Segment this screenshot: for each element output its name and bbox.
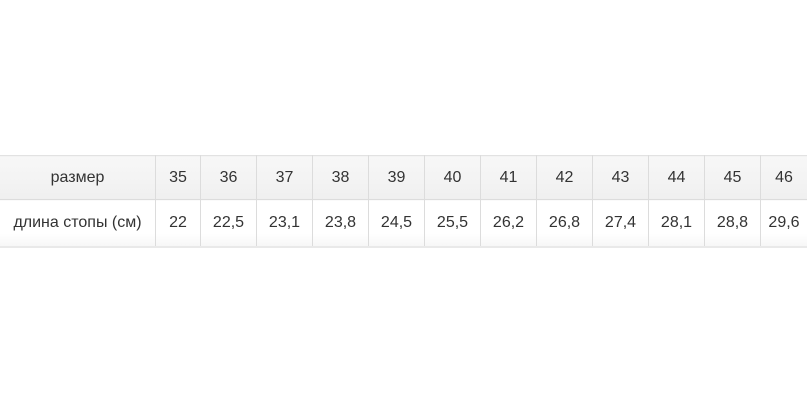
size-cell: 43 <box>592 155 649 200</box>
size-row: размер 35 36 37 38 39 40 41 42 43 44 45 46 <box>0 155 807 200</box>
shoe-size-table-body: размер 35 36 37 38 39 40 41 42 43 44 45 46 длина ст… <box>0 155 807 248</box>
foot-length-cell: 26,8 <box>536 199 593 248</box>
foot-length-cell: 27,4 <box>592 199 649 248</box>
size-cell: 37 <box>256 155 313 200</box>
size-cell: 40 <box>424 155 481 200</box>
size-cell: 35 <box>155 155 201 200</box>
foot-length-cell: 29,6 <box>760 199 807 248</box>
size-cell: 38 <box>312 155 369 200</box>
size-cell: 39 <box>368 155 425 200</box>
size-cell: 45 <box>704 155 761 200</box>
foot-length-row: длина стопы (см) 22 22,5 23,1 23,8 24,5 25,5 2… <box>0 199 807 248</box>
size-cell: 41 <box>480 155 537 200</box>
foot-length-cell: 24,5 <box>368 199 425 248</box>
foot-length-cell: 28,8 <box>704 199 761 248</box>
foot-length-cell: 23,1 <box>256 199 313 248</box>
row-label-foot-length: длина стопы (см) <box>0 199 156 248</box>
size-cell: 42 <box>536 155 593 200</box>
foot-length-cell: 22,5 <box>200 199 257 248</box>
foot-length-cell: 25,5 <box>424 199 481 248</box>
row-label-size: размер <box>0 155 156 200</box>
foot-length-cell: 22 <box>155 199 201 248</box>
size-cell: 44 <box>648 155 705 200</box>
size-cell: 46 <box>760 155 807 200</box>
shoe-size-table: размер 35 36 37 38 39 40 41 42 43 44 45 46 длина ст… <box>0 155 807 248</box>
foot-length-cell: 28,1 <box>648 199 705 248</box>
foot-length-cell: 23,8 <box>312 199 369 248</box>
foot-length-cell: 26,2 <box>480 199 537 248</box>
size-cell: 36 <box>200 155 257 200</box>
